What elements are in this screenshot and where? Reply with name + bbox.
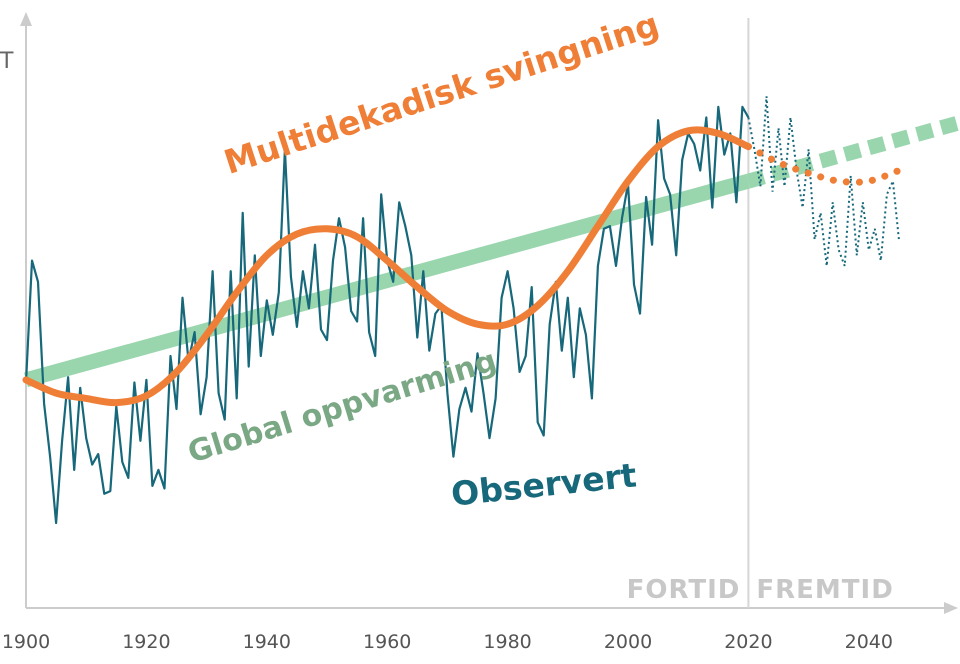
series-global-oppvarming (24, 115, 960, 388)
period-label-future: FREMTID (756, 575, 893, 605)
period-labels: FORTID FREMTID (627, 575, 893, 605)
observert-line-future (747, 96, 900, 267)
series-observert (24, 96, 900, 525)
global-oppvarming-line-past (24, 173, 751, 388)
label-multidekadisk-svingning: Multidekadisk svingning (219, 4, 663, 182)
period-label-past: FORTID (627, 575, 741, 605)
multidekadisk-line-past (22, 126, 752, 407)
y-axis-arrow (20, 12, 32, 26)
x-tick-label-1940: 1940 (243, 631, 291, 653)
x-axis-arrow (944, 602, 958, 614)
x-tick-labels: 1900 1920 1940 1960 1980 2000 2020 2040 (2, 631, 893, 653)
x-tick-label-1980: 1980 (483, 631, 531, 653)
axes: T (0, 12, 958, 614)
x-tick-label-1900: 1900 (2, 631, 50, 653)
x-tick-label-2040: 2040 (845, 631, 893, 653)
x-tick-label-2020: 2020 (724, 631, 772, 653)
y-axis-label: T (0, 49, 14, 74)
x-tick-label-1920: 1920 (122, 631, 170, 653)
multidekadisk-line-future (744, 143, 903, 186)
x-tick-label-2000: 2000 (604, 631, 652, 653)
x-tick-label-1960: 1960 (363, 631, 411, 653)
series-multidekadisk-svingning (22, 126, 903, 407)
label-observert: Observert (449, 455, 638, 513)
global-oppvarming-line-future (746, 115, 960, 189)
